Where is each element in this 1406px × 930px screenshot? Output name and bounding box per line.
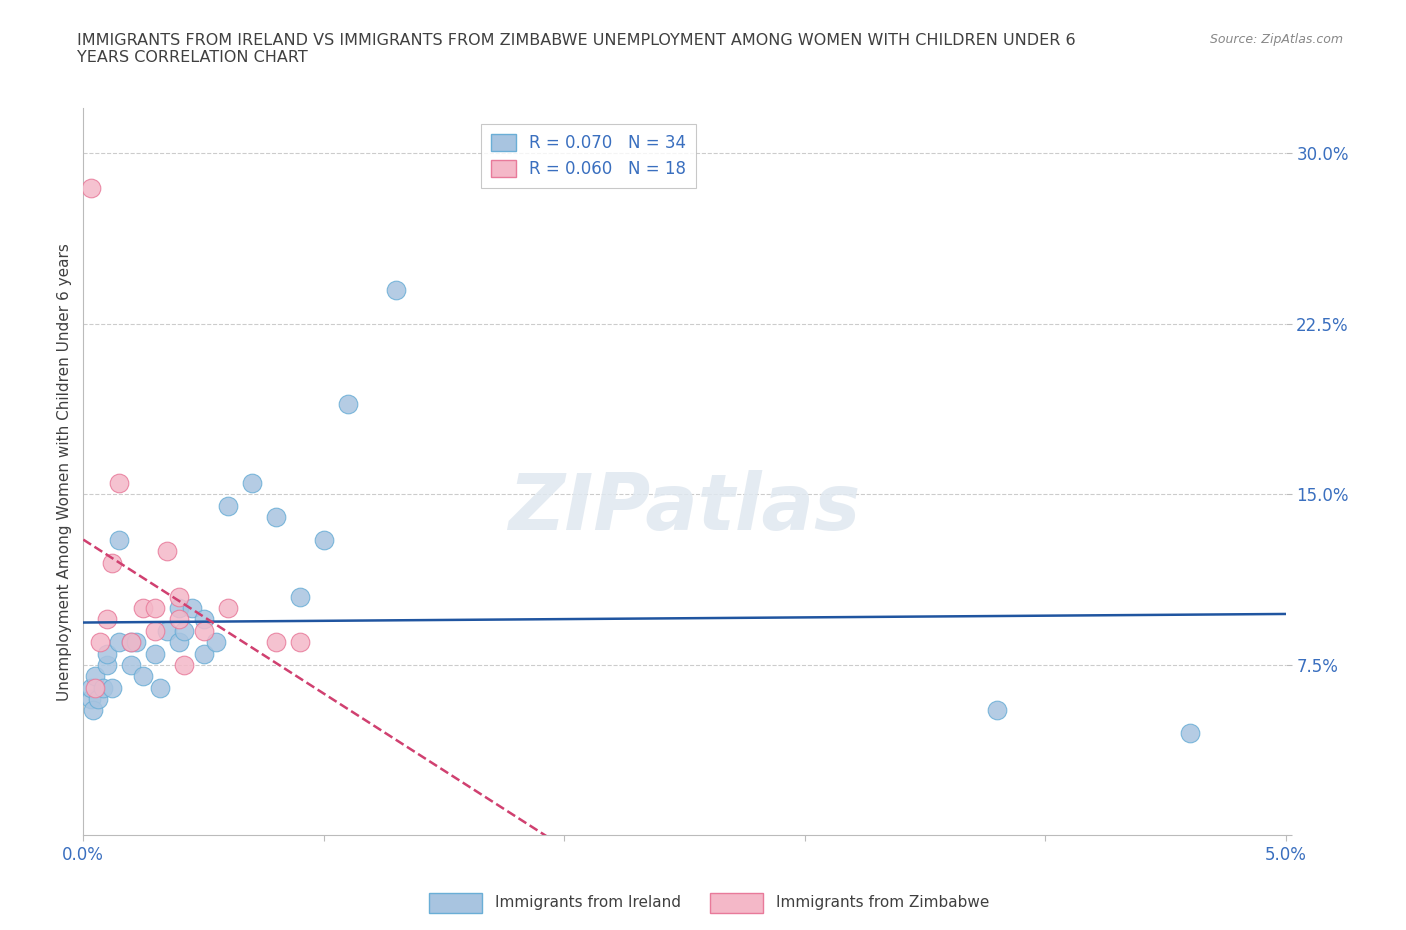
Point [96, 612, 118, 627]
Legend: R = 0.070   N = 34, R = 0.060   N = 18: R = 0.070 N = 34, R = 0.060 N = 18 [481, 124, 696, 188]
Text: Immigrants from Ireland: Immigrants from Ireland [495, 895, 681, 910]
Point [264, 510, 287, 525]
Point [79, 180, 101, 195]
Point [145, 646, 167, 661]
Point [217, 601, 239, 616]
Point [169, 635, 191, 650]
Point [312, 533, 335, 548]
Point [91, 680, 114, 695]
Point [120, 635, 142, 650]
Text: Immigrants from Zimbabwe: Immigrants from Zimbabwe [776, 895, 990, 910]
Point [84, 680, 107, 695]
Point [108, 533, 131, 548]
Point [156, 544, 179, 559]
Point [101, 680, 124, 695]
Point [180, 601, 202, 616]
Point [204, 635, 226, 650]
Point [79, 680, 101, 695]
Point [193, 646, 215, 661]
Point [79, 692, 101, 707]
Point [169, 590, 191, 604]
Point [1178, 725, 1201, 740]
Point [145, 623, 167, 638]
Point [120, 635, 142, 650]
Point [132, 601, 155, 616]
Point [385, 283, 408, 298]
Point [336, 396, 359, 411]
Point [101, 555, 124, 570]
Point [173, 623, 195, 638]
Point [84, 669, 107, 684]
Point [169, 601, 191, 616]
Point [986, 703, 1008, 718]
Point [193, 612, 215, 627]
Text: Source: ZipAtlas.com: Source: ZipAtlas.com [1209, 33, 1343, 46]
Point [156, 623, 179, 638]
Point [108, 635, 131, 650]
Point [149, 680, 172, 695]
Point [264, 635, 287, 650]
Point [288, 635, 311, 650]
Point [96, 646, 118, 661]
Point [120, 658, 142, 672]
Point [145, 601, 167, 616]
Point [132, 669, 155, 684]
Point [96, 658, 118, 672]
Point [89, 635, 111, 650]
Point [173, 658, 195, 672]
Point [217, 498, 239, 513]
Point [125, 635, 148, 650]
Point [240, 475, 263, 490]
Y-axis label: Unemployment Among Women with Children Under 6 years: Unemployment Among Women with Children U… [58, 243, 72, 700]
Text: ZIPatlas: ZIPatlas [509, 470, 860, 546]
Point [288, 590, 311, 604]
Point [82, 703, 104, 718]
Point [87, 692, 110, 707]
Point [108, 475, 131, 490]
Text: IMMIGRANTS FROM IRELAND VS IMMIGRANTS FROM ZIMBABWE UNEMPLOYMENT AMONG WOMEN WIT: IMMIGRANTS FROM IRELAND VS IMMIGRANTS FR… [77, 33, 1076, 65]
Point [193, 623, 215, 638]
Point [169, 612, 191, 627]
